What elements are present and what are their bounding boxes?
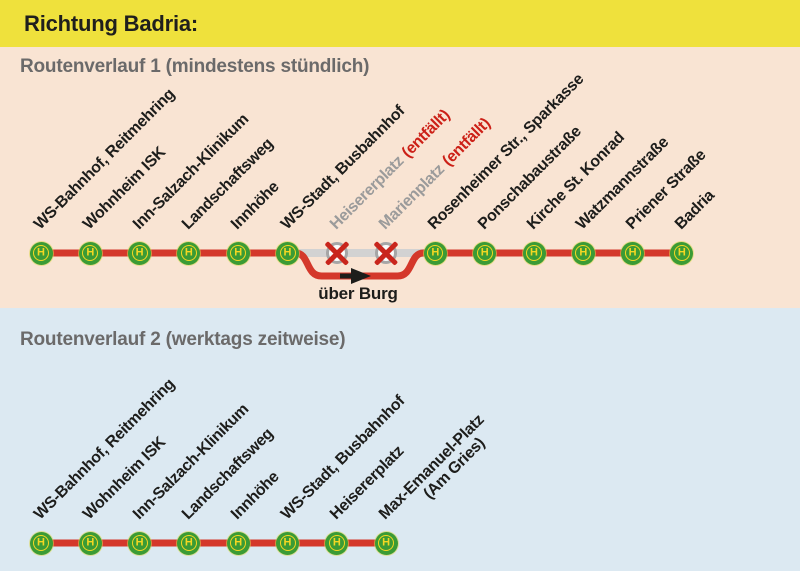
h-letter: H (628, 246, 637, 258)
route2-panel: Routenverlauf 2 (werktags zeitweise) H WS… (0, 308, 800, 571)
stop-name-line2: (Am Gries) (420, 434, 489, 503)
h-letter: H (431, 246, 440, 258)
h-ring: H (575, 245, 592, 261)
direction-banner: Richtung Badria: (0, 0, 800, 47)
bus-stop-h-icon: H (226, 531, 250, 555)
stop-label: Badria (672, 187, 718, 233)
h-ring: H (230, 535, 247, 551)
h-ring: H (279, 245, 296, 261)
h-ring: H (328, 535, 345, 551)
bus-stop-h-icon: H (78, 531, 102, 555)
h-ring: H (180, 245, 197, 261)
bus-stop-h-icon: H (621, 241, 645, 265)
h-ring: H (526, 245, 542, 261)
h-ring: H (624, 245, 641, 261)
bus-stop-h-icon: H (29, 531, 53, 555)
h-letter: H (677, 246, 686, 258)
stop-label: Max-Emanuel-Platz (Am Gries) (376, 411, 500, 535)
stop-label: Landschaftsweg (179, 135, 277, 233)
h-letter: H (382, 536, 391, 548)
h-letter: H (135, 536, 144, 548)
h-letter: H (234, 536, 243, 548)
route1-panel: Routenverlauf 1 (mindestens stündlich) ü… (0, 47, 800, 308)
h-letter: H (86, 536, 95, 548)
bus-stop-h-icon: H (670, 241, 694, 265)
bus-stop-h-icon: H (423, 241, 447, 265)
direction-title: Richtung Badria: (24, 10, 199, 36)
stop-label: Landschaftsweg (179, 425, 277, 523)
bus-stop-h-icon: H (473, 241, 497, 265)
route1-stops: H WS-Bahnhof, Reitmehring H Wohnheim ISK H In… (0, 47, 800, 308)
h-ring: H (180, 535, 197, 551)
stop-label: Watzmannstraße (573, 134, 672, 233)
h-letter: H (86, 246, 95, 258)
h-letter: H (283, 536, 292, 548)
detour-label: über Burg (318, 284, 398, 303)
detour-arrow-icon (340, 268, 371, 284)
h-ring: H (131, 535, 148, 551)
stop-name: Watzmannstraße (573, 133, 673, 233)
h-ring: H (673, 245, 690, 261)
h-letter: H (579, 246, 588, 258)
h-letter: H (184, 246, 193, 258)
stop-cancelled-marker (373, 241, 399, 266)
bus-stop-h-icon: H (78, 241, 102, 265)
h-ring: H (82, 245, 99, 261)
h-ring: H (82, 535, 99, 551)
bus-stop-h-icon: H (276, 241, 299, 265)
h-letter: H (332, 536, 341, 548)
bus-stop-h-icon: H (374, 531, 398, 555)
h-letter: H (37, 536, 45, 548)
h-ring: H (279, 535, 296, 551)
bus-stop-h-icon: H (325, 531, 349, 555)
bus-stop-h-icon: H (177, 531, 201, 555)
stop-name: Badria (671, 187, 718, 233)
bus-stop-h-icon: H (226, 241, 250, 265)
h-letter: H (184, 536, 193, 548)
bus-stop-h-icon: H (276, 531, 299, 555)
route1-title: Routenverlauf 1 (mindestens stündlich) (20, 56, 370, 77)
h-letter: H (135, 246, 144, 258)
h-letter: H (480, 246, 489, 258)
bus-stop-h-icon: H (177, 241, 201, 265)
stop-name: Landschaftsweg (178, 135, 277, 233)
h-ring: H (427, 245, 444, 261)
h-letter: H (530, 246, 538, 258)
h-ring: H (33, 535, 49, 551)
h-letter: H (234, 246, 243, 258)
h-ring: H (230, 245, 247, 261)
stop-name: Landschaftsweg (178, 425, 277, 523)
bus-stop-h-icon: H (571, 241, 595, 265)
h-letter: H (37, 246, 45, 258)
h-ring: H (378, 535, 395, 551)
bus-stop-h-icon: H (522, 241, 546, 265)
h-letter: H (283, 246, 292, 258)
h-ring: H (33, 245, 49, 261)
bus-stop-h-icon: H (29, 241, 53, 265)
h-ring: H (131, 245, 148, 261)
bus-stop-h-icon: H (128, 531, 152, 555)
route2-title: Routenverlauf 2 (werktags zeitweise) (20, 329, 346, 350)
bus-stop-h-icon: H (128, 241, 152, 265)
stop-cancelled-marker (324, 241, 349, 266)
route2-stops: H WS-Bahnhof, Reitmehring H Wohnheim ISK H In… (0, 308, 800, 571)
h-ring: H (476, 245, 493, 261)
